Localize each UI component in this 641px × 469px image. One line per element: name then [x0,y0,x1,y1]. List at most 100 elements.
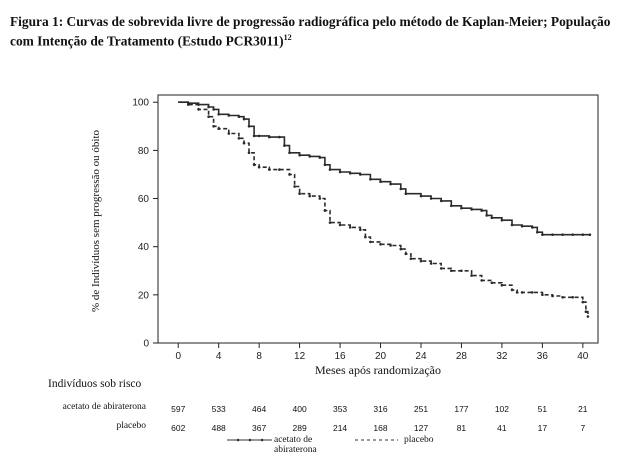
censor-mark [551,294,554,298]
censor-mark [278,168,281,171]
y-tick-label: 0 [143,339,149,350]
censor-mark [364,235,367,239]
censor-mark [561,233,564,236]
censor-mark [536,230,539,234]
censor-mark [242,117,246,121]
censor-mark [510,288,514,292]
censor-mark [237,115,241,118]
censor-mark [520,224,524,228]
risk-count: 533 [211,404,226,414]
risk-count: 367 [252,423,267,433]
censor-mark [338,223,342,227]
censor-mark [197,108,200,111]
censor-mark [187,103,190,106]
censor-mark [369,178,372,181]
risk-row-label: placebo [116,421,146,431]
x-tick-label: 24 [415,351,427,362]
y-tick-label: 40 [138,242,150,253]
censor-mark [338,170,342,174]
x-tick-label: 0 [175,351,181,362]
censor-mark [227,114,231,117]
censor-mark [359,173,362,176]
x-tick-label: 20 [375,351,387,362]
censor-mark [490,281,494,285]
censor-mark [409,257,413,261]
y-axis-label: % de Indivíduos sem progressão ou óbito [90,129,102,312]
risk-count: 316 [373,404,388,414]
censor-mark [460,206,463,210]
censor-mark [404,192,408,195]
risk-count: 41 [497,423,507,433]
censor-mark [217,113,220,116]
censor-mark [359,228,362,232]
censor-mark [490,216,494,220]
censor-mark [212,108,215,111]
risk-count: 597 [171,404,186,414]
y-tick-label: 60 [138,194,150,205]
series-line-abiraterone [178,101,590,236]
figure-title-text: Figura 1: Curvas de sobrevida livre de p… [10,14,611,49]
x-tick-label: 16 [335,351,347,362]
censor-mark [439,199,443,203]
censor-mark [584,310,588,314]
censor-mark [480,209,484,212]
censor-mark [268,135,271,139]
censor-mark [429,262,433,265]
censor-mark [399,187,403,191]
censor-mark [288,151,291,155]
censor-mark [252,134,256,138]
risk-count: 353 [332,404,348,414]
censor-mark [470,208,473,211]
censor-mark [510,223,514,227]
censor-mark [328,221,332,224]
censor-mark [439,267,443,270]
risk-count: 81 [456,423,467,433]
x-tick-label: 4 [216,351,222,362]
censor-mark [217,127,220,130]
censor-mark [571,233,574,236]
x-tick-label: 28 [456,351,468,362]
censor-mark [541,293,544,297]
censor-mark [348,172,352,175]
censor-mark [450,204,453,208]
censor-mark [298,192,301,195]
censor-mark [419,259,423,263]
censor-mark [278,135,281,139]
censor-mark [242,141,246,145]
risk-count: 127 [413,423,429,433]
x-tick-label: 12 [294,351,306,362]
risk-row-label: acetato de abiraterona [62,402,146,412]
censor-mark [207,115,210,118]
x-tick-label: 8 [256,351,262,362]
censor-mark [207,105,210,109]
censor-mark [551,233,554,236]
censor-mark [500,283,504,287]
risk-count: 214 [332,423,348,433]
censor-mark [318,156,322,159]
risk-count: 51 [537,404,548,414]
censor-mark [404,252,408,256]
risk-table-title: Indivíduos sob risco [48,378,142,390]
censor-mark [323,209,327,212]
legend-placebo-swatch [355,439,398,441]
censor-mark [571,296,574,299]
y-tick-label: 80 [138,146,150,157]
risk-count: 289 [292,423,307,433]
risk-count: 17 [537,423,548,433]
x-tick-label: 36 [537,351,549,362]
censor-mark [588,233,592,236]
figure-title-reference: 12 [283,33,292,42]
x-tick-label: 32 [496,351,508,362]
censor-mark [257,165,261,169]
risk-count: 251 [413,404,429,414]
censor-mark [429,197,433,200]
legend-placebo-label: placebo [404,435,434,445]
censor-mark [515,291,519,294]
censor-mark [323,163,327,167]
risk-count: 602 [171,423,186,433]
censor-mark [308,155,312,158]
risk-count: 177 [454,404,469,414]
censor-mark [561,296,564,299]
y-tick-label: 20 [138,290,150,301]
